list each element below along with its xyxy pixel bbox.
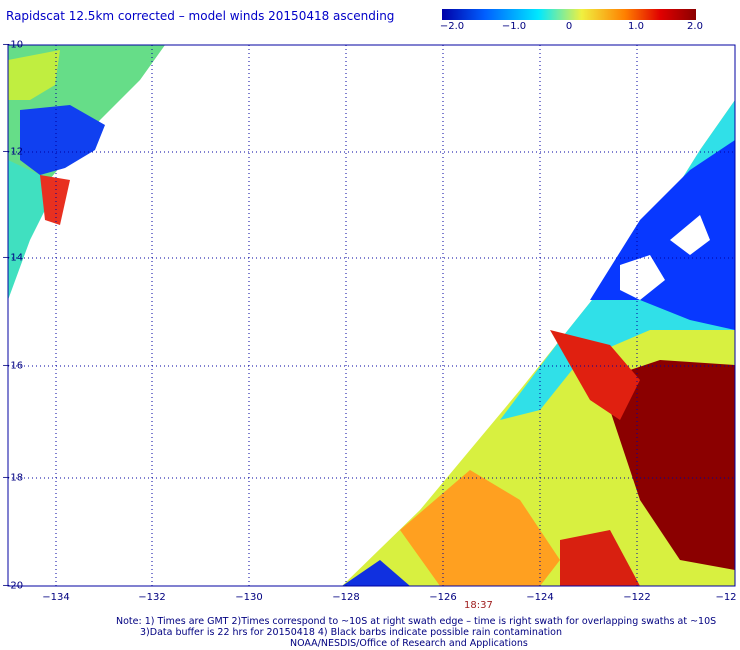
- lon-label-124: −124: [526, 592, 554, 603]
- swath-time-label: 18:37: [464, 600, 493, 611]
- lon-label-132: −132: [138, 592, 166, 603]
- lat-label-16: −16: [2, 360, 24, 372]
- lat-label-10: −10: [2, 39, 24, 51]
- lon-label-134: −134: [42, 592, 70, 603]
- swath-upper-left-cyan: [8, 160, 50, 300]
- lon-label-120: −12: [715, 592, 737, 603]
- note-line-3: NOAA/NESDIS/Office of Research and Appli…: [290, 638, 528, 649]
- swath-right-lower-blue: [342, 560, 410, 586]
- note-line-1: Note: 1) Times are GMT 2)Times correspon…: [116, 616, 717, 627]
- lat-label-14: −14: [2, 252, 24, 264]
- colorbar: [442, 9, 696, 20]
- swath-right-orange: [400, 470, 560, 586]
- swath-upper-left-yellow: [8, 50, 60, 100]
- swath-upper-left-green: [8, 45, 165, 235]
- colorbar-label-1: −2.0: [439, 21, 465, 32]
- swath-right-lower-red: [560, 530, 640, 586]
- swath-right-gap-1: [620, 255, 665, 300]
- colorbar-label-5: 2.0: [687, 21, 703, 32]
- swath-upper-left-blue: [20, 105, 105, 175]
- lon-label-126: −126: [429, 592, 457, 603]
- lat-label-18: −18: [2, 472, 24, 484]
- note-line-2: 3)Data buffer is 22 hrs for 20150418 4) …: [140, 627, 562, 638]
- lon-label-130: −130: [235, 592, 263, 603]
- swath-upper-left-red: [40, 175, 70, 225]
- lat-label-12: −12: [2, 146, 24, 158]
- lat-label-20: −20: [2, 580, 24, 592]
- swath-right-gap-2: [670, 215, 710, 255]
- swath-right-red: [550, 330, 640, 420]
- lon-label-128: −128: [332, 592, 360, 603]
- colorbar-label-4: 1.0: [628, 21, 644, 32]
- map-title: Rapidscat 12.5km corrected – model winds…: [6, 9, 395, 23]
- lon-label-122: −122: [623, 592, 651, 603]
- swath-right-darkred: [600, 360, 735, 570]
- map-frame: [7, 44, 736, 587]
- colorbar-label-3: 0: [565, 21, 573, 32]
- colorbar-label-2: −1.0: [501, 21, 527, 32]
